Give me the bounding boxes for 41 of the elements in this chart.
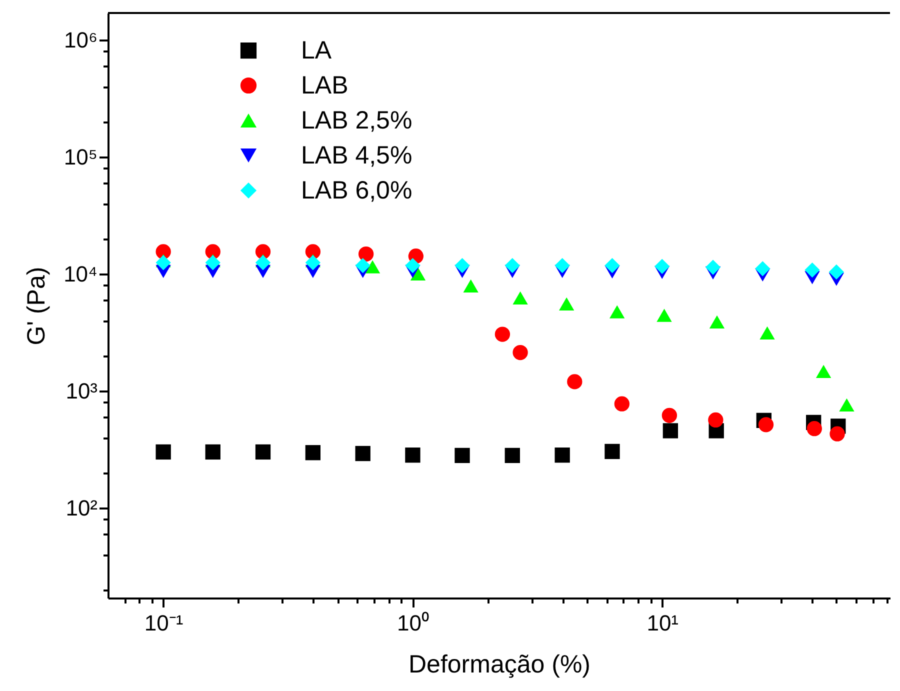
point [654,258,670,274]
y-tick-label: 10⁵ [64,144,98,170]
point [305,255,321,270]
point [205,255,220,270]
point [355,446,370,462]
point [156,255,171,270]
legend-label: LAB 4,5% [301,142,412,170]
x-tick-label: 10¹ [646,610,679,636]
point [405,258,420,274]
x-tick-label: 10⁻¹ [144,610,184,636]
point [454,448,470,464]
point [804,262,820,278]
point [454,258,470,274]
y-axis-title: G' (Pa) [22,266,51,346]
point [705,260,721,275]
point [504,448,520,464]
point [305,445,321,460]
point [604,444,620,460]
legend-label: LAB 6,0% [301,176,412,204]
y-tick-label: 10² [66,495,98,520]
x-tick-label: 10⁰ [396,610,430,636]
y-tick-label: 10⁶ [64,27,98,52]
point [554,258,570,274]
point [604,258,620,274]
point [504,258,520,274]
point [405,448,420,463]
point [255,444,271,460]
point [156,244,171,260]
legend-label: LA [301,36,332,64]
legend-label: LAB [301,72,348,100]
point [205,444,220,460]
point [255,255,271,270]
legend-label: LAB 2,5% [301,106,412,134]
point [156,444,171,460]
x-axis-title: Deformação (%) [408,650,590,678]
y-tick-label: 10⁴ [64,261,98,286]
point [355,258,370,274]
point [554,448,570,463]
point [755,261,770,276]
point [205,244,220,260]
y-tick-label: 10³ [66,378,98,404]
